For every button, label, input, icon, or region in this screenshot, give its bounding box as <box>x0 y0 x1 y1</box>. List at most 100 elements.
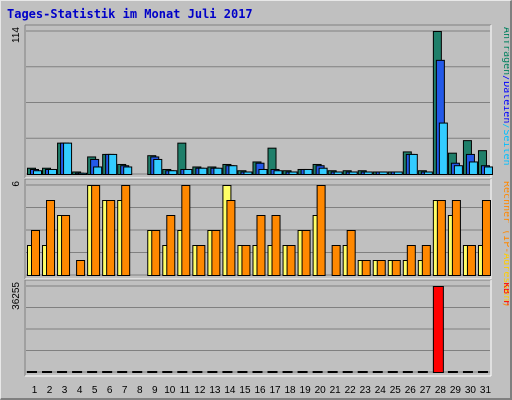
x-tick-label: 5 <box>92 385 98 396</box>
x-tick-label: 16 <box>254 385 266 396</box>
x-tick-label: 17 <box>269 385 281 396</box>
panel-kb <box>25 280 491 376</box>
bar-kb-11 <box>177 371 188 373</box>
bar-adressen-16 <box>256 215 266 276</box>
bar-seiten-16 <box>258 168 268 175</box>
bar-adressen-28 <box>436 200 446 276</box>
bar-adressen-24 <box>376 260 386 276</box>
x-tick-label: 22 <box>345 385 357 396</box>
bar-kb-22 <box>342 371 353 373</box>
bar-adressen-2 <box>46 200 56 276</box>
bar-adressen-7 <box>121 185 131 276</box>
y-max-label: 6 <box>11 181 22 187</box>
bar-kb-8 <box>132 371 143 373</box>
x-tick-label: 24 <box>375 385 387 396</box>
bar-kb-24 <box>372 371 383 373</box>
bar-seiten-15 <box>243 171 253 175</box>
bar-adressen-14 <box>226 200 236 276</box>
legend-entry: / <box>501 123 509 129</box>
bar-seiten-18 <box>288 171 298 175</box>
bar-kb-30 <box>462 371 473 373</box>
legend-entry: (IP- <box>501 223 509 253</box>
bar-kb-10 <box>162 371 173 373</box>
legend-kb: kB F <box>501 282 509 306</box>
bar-seiten-9 <box>153 158 163 176</box>
bar-seiten-31 <box>483 166 493 175</box>
x-tick-label: 12 <box>194 385 206 396</box>
bar-kb-1 <box>27 371 37 373</box>
bar-kb-20 <box>312 371 323 373</box>
x-tick-label: 19 <box>300 385 312 396</box>
legend-entry: / <box>501 75 509 81</box>
x-tick-label: 14 <box>224 385 236 396</box>
bar-adressen-20 <box>316 185 326 276</box>
x-tick-label: 21 <box>330 385 342 396</box>
bar-seiten-24 <box>378 171 388 175</box>
bar-seiten-17 <box>273 170 283 176</box>
x-tick-label: 10 <box>164 385 176 396</box>
y-max-label: 114 <box>11 27 22 43</box>
bar-seiten-13 <box>213 167 223 176</box>
x-tick-label: 7 <box>122 385 128 396</box>
legend-requests: Anfragen/Dateien/Seiten <box>501 27 509 166</box>
bar-seiten-2 <box>48 168 58 175</box>
bar-kb-4 <box>72 371 83 373</box>
bar-kb-6 <box>102 371 113 373</box>
bar-kb-13 <box>207 371 218 373</box>
bar-kb-21 <box>327 371 338 373</box>
bar-adressen-22 <box>346 230 356 276</box>
bar-adressen-6 <box>106 200 116 276</box>
bar-kbf-28 <box>432 286 444 373</box>
bar-adressen-23 <box>361 260 371 276</box>
bar-seiten-3 <box>63 142 73 175</box>
bar-adressen-11 <box>181 185 191 276</box>
bar-seiten-10 <box>168 170 178 176</box>
bar-adressen-1 <box>31 230 40 276</box>
x-tick-label: 8 <box>137 385 143 396</box>
bar-kb-12 <box>192 371 203 373</box>
bar-seiten-23 <box>363 171 373 175</box>
bar-seiten-27 <box>423 171 433 175</box>
x-tick-label: 18 <box>285 385 297 396</box>
x-tick-label: 29 <box>450 385 462 396</box>
x-tick-label: 20 <box>315 385 327 396</box>
bar-kb-15 <box>237 371 248 373</box>
bar-adressen-18 <box>286 245 296 276</box>
bar-kb-16 <box>252 371 263 373</box>
bar-kb-23 <box>357 371 368 373</box>
bar-kb-27 <box>417 371 428 373</box>
bar-seiten-1 <box>33 170 42 176</box>
bar-adressen-5 <box>91 185 101 276</box>
bar-seiten-29 <box>453 165 463 176</box>
bar-seiten-11 <box>183 168 193 175</box>
legend-hosts: Rechner (IP-Adressen) <box>501 181 509 307</box>
bar-kb-14 <box>222 371 233 373</box>
legend-entry: Seiten <box>501 129 509 165</box>
bar-seiten-5 <box>93 166 103 175</box>
bar-kb-25 <box>387 371 398 373</box>
legend-entry: Anfragen <box>501 27 509 75</box>
bar-seiten-6 <box>108 153 118 175</box>
x-tick-label: 11 <box>180 385 191 396</box>
y-max-label: 36255 <box>11 282 22 310</box>
legend-entry: kB F <box>501 282 509 306</box>
bar-seiten-30 <box>468 161 478 176</box>
bar-seiten-21 <box>333 171 343 175</box>
bar-seiten-4 <box>78 172 88 176</box>
bar-seiten-26 <box>408 153 418 175</box>
bar-seiten-19 <box>303 168 313 175</box>
x-tick-label: 9 <box>152 385 158 396</box>
x-tick-label: 23 <box>360 385 372 396</box>
bar-kb-3 <box>57 371 68 373</box>
legend-entry: Rechner <box>501 181 509 223</box>
bar-kb-2 <box>42 371 53 373</box>
bar-adressen-13 <box>211 230 221 276</box>
bar-adressen-26 <box>406 245 416 276</box>
x-tick-label: 27 <box>420 385 432 396</box>
legend-entry: ) <box>501 301 509 307</box>
bar-seiten-28 <box>438 122 448 175</box>
x-tick-label: 3 <box>62 385 68 396</box>
legend-entry: Dateien <box>501 81 509 123</box>
x-tick-label: 26 <box>405 385 417 396</box>
